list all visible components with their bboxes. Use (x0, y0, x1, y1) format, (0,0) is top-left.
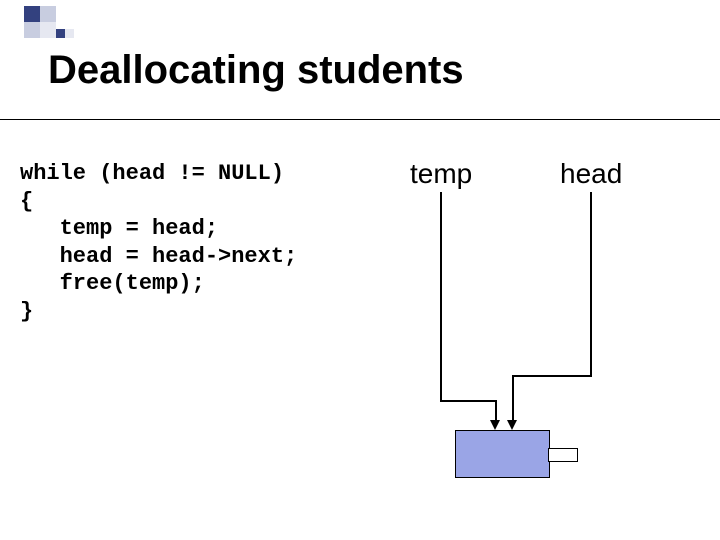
code-line: temp = head; (20, 216, 218, 241)
code-block: while (head != NULL) { temp = head; head… (20, 160, 297, 325)
code-line: while (head != NULL) (20, 161, 284, 186)
head-pointer-arrowhead (507, 420, 517, 430)
list-node-next (548, 448, 578, 462)
temp-label: temp (410, 158, 472, 190)
template-square (24, 6, 40, 22)
title-rule (0, 119, 720, 120)
head-pointer-segment (590, 192, 592, 375)
template-square (40, 22, 56, 38)
head-pointer-segment (512, 375, 514, 420)
code-line: } (20, 299, 33, 324)
template-square (40, 6, 56, 22)
template-square (24, 22, 40, 38)
head-pointer-segment (512, 375, 592, 377)
template-square (65, 29, 74, 38)
temp-pointer-segment (440, 192, 442, 400)
list-node (455, 430, 550, 478)
code-line: { (20, 189, 33, 214)
code-line: free(temp); (20, 271, 205, 296)
temp-pointer-arrowhead (490, 420, 500, 430)
temp-pointer-segment (495, 400, 497, 420)
page-title: Deallocating students (48, 48, 464, 93)
template-square (56, 29, 65, 38)
temp-pointer-segment (440, 400, 497, 402)
code-line: head = head->next; (20, 244, 297, 269)
head-label: head (560, 158, 622, 190)
slide: Deallocating students while (head != NUL… (0, 0, 720, 540)
